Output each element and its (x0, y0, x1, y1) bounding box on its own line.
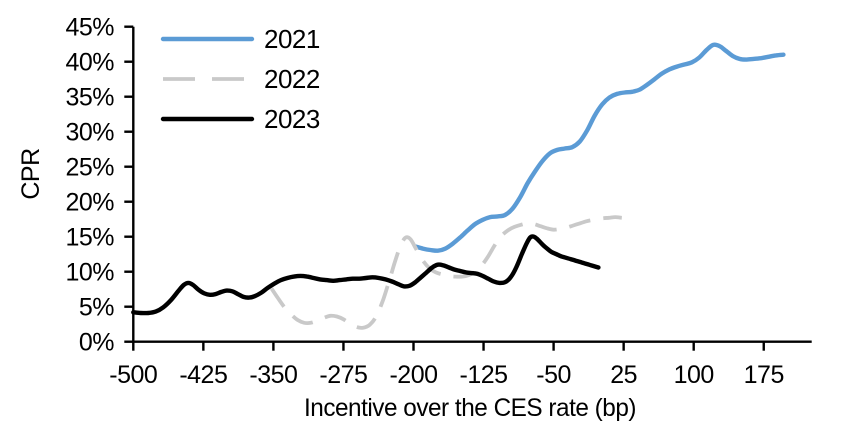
series-line-2023 (131, 234, 601, 316)
x-tick-label: 25 (610, 361, 637, 389)
x-tick-label: -425 (179, 361, 227, 389)
legend-label-2021: 2021 (264, 24, 320, 54)
x-tick-label: 175 (744, 361, 784, 389)
x-tick-label: -50 (536, 361, 571, 389)
y-tick-label: 20% (65, 189, 114, 217)
y-tick-label: 30% (65, 119, 114, 147)
x-tick-label: -125 (460, 361, 508, 389)
y-tick-label: 0% (79, 329, 114, 357)
y-axis-title: CPR (17, 148, 45, 199)
legend-label-2022: 2022 (264, 64, 320, 94)
legend-label-2023: 2023 (264, 104, 320, 134)
x-tick-label: -200 (389, 361, 437, 389)
x-tick-label: 100 (674, 361, 714, 389)
y-tick-label: 40% (65, 49, 114, 77)
x-axis-title: Incentive over the CES rate (bp) (304, 394, 636, 422)
y-tick-label: 35% (65, 84, 114, 112)
y-tick-label: 5% (79, 294, 114, 322)
x-tick-label: -500 (109, 361, 157, 389)
series-line-2022 (269, 215, 623, 330)
x-tick-label: -350 (249, 361, 297, 389)
y-tick-label: 45% (65, 14, 114, 42)
y-tick-label: 15% (65, 224, 114, 252)
x-tick-label: -275 (319, 361, 367, 389)
y-tick-label: 25% (65, 154, 114, 182)
series-line-2021 (413, 42, 786, 253)
y-tick-label: 10% (65, 259, 114, 287)
